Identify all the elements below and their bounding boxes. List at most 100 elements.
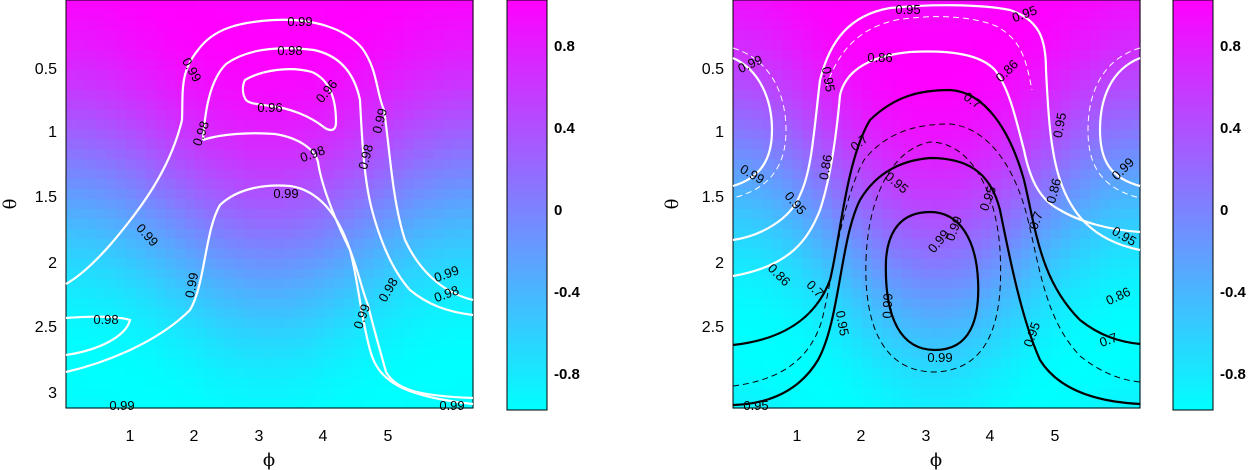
heatmap-cell <box>971 19 982 31</box>
heatmap-cell <box>85 348 97 359</box>
heatmap-cell <box>1090 308 1101 320</box>
contour-095-top-right <box>818 4 1141 252</box>
heatmap-cell <box>871 99 883 111</box>
heatmap-cell <box>244 119 256 130</box>
heatmap-cell <box>145 59 156 71</box>
heatmap-cell <box>373 79 385 91</box>
heatmap-cell <box>1100 208 1111 220</box>
heatmap-cell <box>842 139 853 150</box>
heatmap-cell <box>1110 368 1121 379</box>
heatmap-cell <box>1110 238 1121 250</box>
heatmap-cell <box>363 139 375 150</box>
heatmap-cell <box>314 228 325 240</box>
heatmap-cell <box>921 139 933 150</box>
heatmap-cell <box>66 298 77 310</box>
heatmap-cell <box>264 149 276 160</box>
heatmap-cell <box>115 298 127 310</box>
heatmap-cell <box>742 218 754 230</box>
heatmap-cell <box>782 388 794 399</box>
heatmap-cell <box>862 288 873 300</box>
heatmap-cell <box>871 398 883 409</box>
heatmap-cell <box>433 99 444 111</box>
heatmap-cell <box>1030 119 1042 130</box>
heatmap-cell <box>782 79 794 91</box>
heatmap-cell <box>871 298 883 310</box>
heatmap-cell <box>733 358 744 369</box>
heatmap-cell <box>991 228 1002 240</box>
heatmap-cell <box>413 109 424 121</box>
heatmap-cell <box>1070 79 1082 91</box>
heatmap-cell <box>403 268 415 280</box>
heatmap-cell <box>961 19 972 31</box>
heatmap-cell <box>1110 129 1121 140</box>
heatmap-cell <box>413 328 424 339</box>
heatmap-cell <box>274 109 285 121</box>
heatmap-cell <box>871 258 883 270</box>
heatmap-cell <box>1080 9 1091 21</box>
heatmap-cell <box>802 348 814 359</box>
heatmap-cell <box>155 258 166 270</box>
heatmap-cell <box>443 19 454 31</box>
heatmap-cell <box>413 288 424 300</box>
heatmap-cell <box>373 129 385 140</box>
heatmap-cell <box>772 169 784 180</box>
heatmap-cell <box>1130 278 1141 290</box>
heatmap-cell <box>733 398 744 409</box>
heatmap-cell <box>1040 29 1052 41</box>
heatmap-cell <box>822 89 833 101</box>
heatmap-cell <box>214 278 226 290</box>
heatmap-cell <box>214 338 226 349</box>
heatmap-cell <box>353 308 365 320</box>
heatmap-cell <box>284 69 295 81</box>
heatmap-cell <box>891 69 903 81</box>
heatmap-cell <box>155 149 166 160</box>
heatmap-cell <box>941 238 952 250</box>
heatmap-cell <box>66 59 77 71</box>
heatmap-cell <box>155 288 166 300</box>
heatmap-cell <box>961 9 972 21</box>
heatmap-cell <box>363 298 375 310</box>
heatmap-cell <box>185 169 196 180</box>
heatmap-cell <box>921 19 933 31</box>
heatmap-cell <box>911 288 923 300</box>
heatmap-cell <box>175 129 186 140</box>
heatmap-cell <box>941 278 952 290</box>
heatmap-cell <box>871 228 883 240</box>
heatmap-cell <box>891 248 903 260</box>
heatmap-cell <box>195 109 206 121</box>
heatmap-cell <box>911 308 923 320</box>
heatmap-cell <box>294 119 305 130</box>
heatmap-cell <box>343 99 355 111</box>
heatmap-cell <box>971 69 982 81</box>
heatmap-cell <box>1060 29 1072 41</box>
heatmap-cell <box>264 388 276 399</box>
heatmap-cell <box>334 378 345 389</box>
heatmap-cell <box>981 49 992 61</box>
heatmap-cell <box>782 338 794 349</box>
heatmap-cell <box>921 318 933 329</box>
heatmap-cell <box>115 99 127 111</box>
heatmap-cell <box>931 328 943 339</box>
heatmap-cell <box>393 69 405 81</box>
heatmap-cell <box>403 179 415 190</box>
heatmap-cell <box>66 368 77 379</box>
heatmap-cell <box>433 19 444 31</box>
heatmap-cell <box>125 79 137 91</box>
heatmap-cell <box>1050 238 1062 250</box>
heatmap-cell <box>155 308 166 320</box>
heatmap-cell <box>423 69 434 81</box>
heatmap-cell <box>234 328 246 339</box>
heatmap-cell <box>1110 328 1121 339</box>
heatmap-cell <box>244 189 256 200</box>
heatmap-cell <box>1080 129 1091 140</box>
heatmap-cell <box>75 388 87 399</box>
heatmap-cell <box>752 139 764 150</box>
heatmap-cell <box>373 348 385 359</box>
heatmap-cell <box>901 208 913 220</box>
heatmap-cell <box>1070 109 1082 121</box>
heatmap-cell <box>423 29 434 41</box>
heatmap-cell <box>105 169 117 180</box>
heatmap-cell <box>1040 308 1052 320</box>
heatmap-cell <box>1070 288 1082 300</box>
heatmap-cell <box>234 89 246 101</box>
